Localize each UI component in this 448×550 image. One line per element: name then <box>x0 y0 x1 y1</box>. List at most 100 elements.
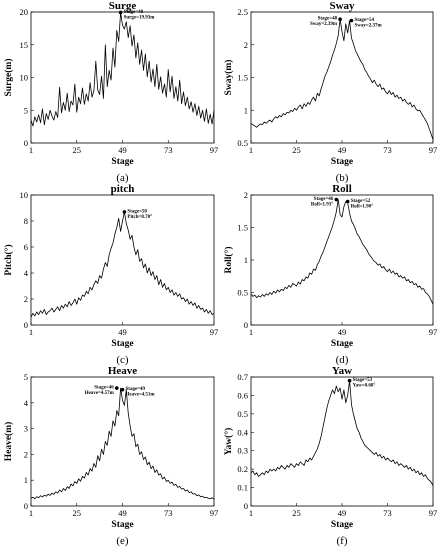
chart-title: Heave <box>108 365 137 377</box>
peak-marker <box>338 17 342 22</box>
peak-value-label: Heave=4.51m <box>126 393 156 398</box>
chart-panel-3: pitch Pitch(°) Stage (c) 1 49 97 0 2 4 6 8 10 Stage=5… <box>3 183 218 366</box>
y-axis-label: Roll(°) <box>223 246 234 273</box>
peak-value-label: Surge=19.93m <box>124 15 156 20</box>
x-tick-label: 49 <box>118 508 127 518</box>
peak-marker <box>118 10 123 15</box>
x-tick-label: 97 <box>429 508 438 518</box>
y-tick-label: 0.5 <box>237 288 248 298</box>
y-tick-label: 15 <box>20 40 29 50</box>
panel-caption: (a) <box>116 172 129 184</box>
panel-caption: (c) <box>116 354 129 366</box>
series-line <box>30 12 215 127</box>
x-axis-label: Stage <box>111 157 133 167</box>
peak-stage-label: Stage=48 <box>124 10 144 15</box>
y-tick-label: 1 <box>24 475 28 485</box>
peak-marker <box>114 386 119 390</box>
y-tick-label: 2 <box>244 40 248 50</box>
y-tick-label: 0 <box>24 138 28 148</box>
peak-marker <box>334 197 339 202</box>
x-tick-label: 25 <box>73 508 82 518</box>
y-tick-label: 0 <box>244 320 248 330</box>
chart-panel-1: Surge Surge(m) Stage (a) 1 25 49 73 97 0 5 10 15 20 St… <box>3 0 218 184</box>
y-tick-label: 10 <box>20 73 29 83</box>
peak-value-label: Pitch=8.70° <box>127 215 152 220</box>
panel-caption: (d) <box>336 354 349 366</box>
y-tick-label: 3 <box>24 424 28 434</box>
peak-value-label: Heave=4.57m <box>85 391 115 396</box>
chart-title: Roll <box>332 183 352 195</box>
chart-panel-6: Yaw Yaw(°) Stage (f) 1 25 49 73 97 0 0.1 0.2 0.3 0.4 0… <box>223 365 437 547</box>
y-axis-label: Sway(m) <box>223 60 234 96</box>
x-tick-label: 1 <box>29 145 33 155</box>
x-tick-label: 49 <box>118 327 127 337</box>
x-tick-label: 49 <box>338 508 347 518</box>
peak-stage-label: Stage=53 <box>353 378 373 383</box>
x-tick-label: 25 <box>292 145 301 155</box>
series-line <box>30 211 215 318</box>
chart-title: pitch <box>111 183 135 195</box>
x-tick-label: 97 <box>210 508 219 518</box>
y-tick-label: 0.5 <box>237 409 248 419</box>
x-axis-label: Stage <box>331 339 353 349</box>
peak-value-label: Sway=2.37m <box>354 24 382 29</box>
peak-marker <box>122 210 127 214</box>
y-tick-label: 6 <box>24 242 28 252</box>
x-axis-label: Stage <box>331 520 353 530</box>
series-line <box>250 199 434 305</box>
x-axis-label: Stage <box>331 157 353 167</box>
y-tick-label: 10 <box>20 190 29 200</box>
x-tick-label: 25 <box>292 508 301 518</box>
x-tick-label: 73 <box>383 508 392 518</box>
peak-value-label: Roll=1.93° <box>311 203 334 208</box>
y-tick-label: 0.6 <box>237 390 248 400</box>
y-tick-label: 2 <box>24 294 28 304</box>
peak-stage-label: Stage=54 <box>354 18 374 23</box>
x-tick-label: 73 <box>164 145 173 155</box>
y-tick-label: 1.5 <box>237 223 248 233</box>
peak-marker <box>347 378 352 383</box>
chart-panel-4: Roll Roll(°) Stage (d) 1 49 97 0 0.5 1 1.5 2 Stage=4… <box>223 183 437 366</box>
peak-value-label: Yaw=0.68° <box>353 384 376 389</box>
plot-frame <box>30 194 215 326</box>
y-axis-label: Surge(m) <box>3 59 14 97</box>
peak-stage-label: Stage=46 <box>94 386 114 391</box>
y-tick-label: 0.4 <box>237 427 248 437</box>
y-axis-label: Yaw(°) <box>223 428 234 456</box>
y-tick-label: 8 <box>24 216 28 226</box>
y-tick-label: 2 <box>24 449 28 459</box>
chart-title: Yaw <box>332 365 352 377</box>
series-line <box>250 18 434 140</box>
x-tick-label: 73 <box>164 508 173 518</box>
y-tick-label: 4 <box>24 268 29 278</box>
series-line <box>250 380 434 486</box>
x-axis-label: Stage <box>111 520 133 530</box>
y-tick-label: 0.5 <box>237 138 248 148</box>
y-tick-label: 2.5 <box>237 7 248 17</box>
x-tick-label: 97 <box>210 327 219 337</box>
y-tick-label: 0.3 <box>237 446 248 456</box>
y-tick-label: 0.1 <box>237 483 248 493</box>
peak-marker <box>345 199 350 204</box>
peak-stage-label: Stage=49 <box>126 387 146 392</box>
x-tick-label: 25 <box>73 145 82 155</box>
y-tick-label: 1 <box>244 255 248 265</box>
peak-stage-label: Stage=48 <box>318 17 338 22</box>
x-tick-label: 73 <box>383 145 392 155</box>
plot-frame <box>30 11 215 144</box>
peak-value-label: Roll=1.90° <box>351 205 374 210</box>
x-tick-label: 97 <box>429 327 438 337</box>
y-tick-label: 4 <box>24 398 29 408</box>
chart-title: Sway <box>329 0 355 12</box>
y-tick-label: 20 <box>20 7 29 17</box>
y-tick-label: 0 <box>244 501 248 511</box>
y-tick-label: 1 <box>244 105 248 115</box>
chart-title: Surge <box>109 0 137 12</box>
panel-caption: (b) <box>336 172 349 184</box>
peak-marker <box>349 18 354 23</box>
y-tick-label: 0.7 <box>237 372 248 382</box>
peak-marker <box>120 387 125 392</box>
